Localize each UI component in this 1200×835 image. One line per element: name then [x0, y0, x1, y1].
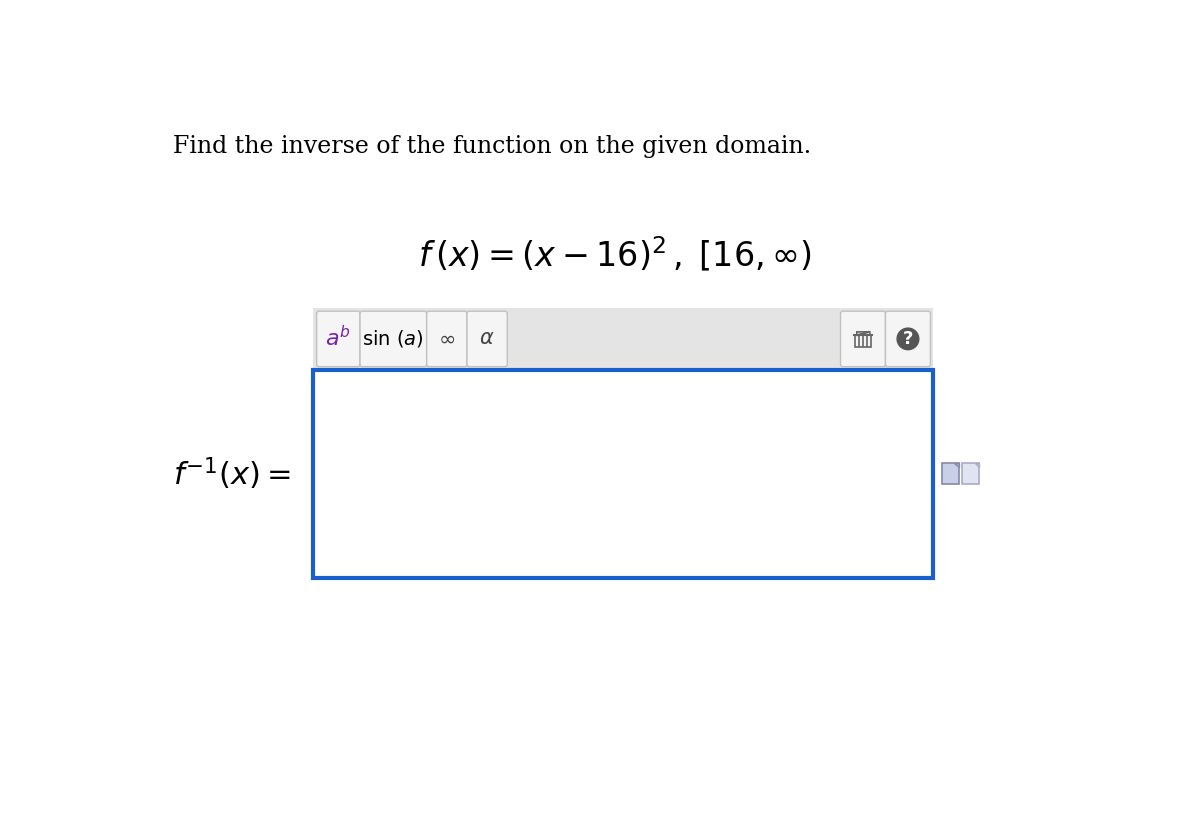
FancyBboxPatch shape	[317, 311, 360, 367]
FancyBboxPatch shape	[313, 308, 932, 370]
Text: ⊞: ⊞	[853, 329, 872, 349]
Text: $\sin\,(a)$: $\sin\,(a)$	[362, 328, 425, 349]
FancyBboxPatch shape	[962, 463, 979, 484]
FancyBboxPatch shape	[856, 335, 871, 347]
Polygon shape	[974, 463, 979, 468]
FancyBboxPatch shape	[886, 311, 930, 367]
Polygon shape	[954, 463, 959, 468]
FancyBboxPatch shape	[360, 311, 427, 367]
Text: ?: ?	[902, 330, 913, 348]
Text: $f\,(x) = (x - 16)^2\,,\;[16,\infty)$: $f\,(x) = (x - 16)^2\,,\;[16,\infty)$	[419, 235, 811, 274]
Text: $\alpha$: $\alpha$	[479, 329, 494, 348]
Circle shape	[898, 328, 919, 350]
Text: $\infty$: $\infty$	[438, 329, 455, 348]
Text: $a^b$: $a^b$	[325, 326, 352, 352]
FancyBboxPatch shape	[942, 463, 959, 484]
FancyBboxPatch shape	[467, 311, 508, 367]
Text: $f^{-1}(x) =$: $f^{-1}(x) =$	[173, 455, 290, 492]
Text: Find the inverse of the function on the given domain.: Find the inverse of the function on the …	[173, 134, 811, 158]
FancyBboxPatch shape	[840, 311, 886, 367]
FancyBboxPatch shape	[313, 370, 932, 578]
FancyBboxPatch shape	[427, 311, 467, 367]
